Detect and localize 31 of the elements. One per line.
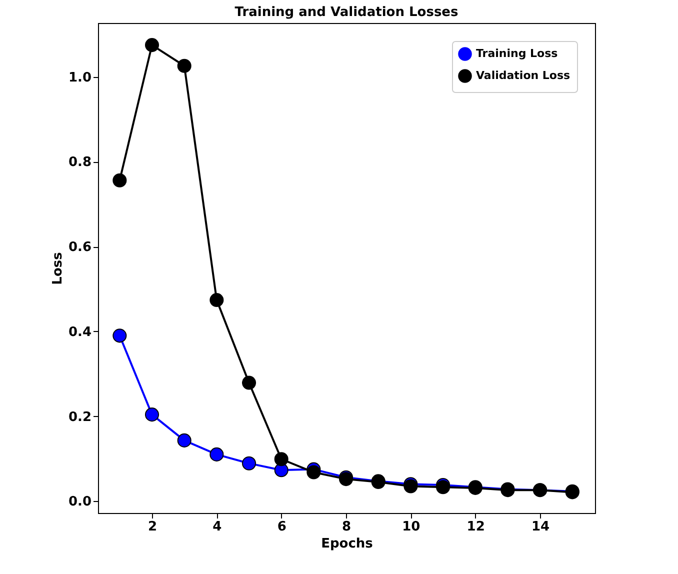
y-tick-label: 0.4 xyxy=(68,324,92,340)
chart-title: Training and Validation Losses xyxy=(234,5,458,20)
y-tick-label: 0.6 xyxy=(68,240,92,256)
point xyxy=(274,452,288,466)
point xyxy=(210,293,224,308)
x-tick-label: 12 xyxy=(466,520,485,534)
x-tick-label: 14 xyxy=(531,520,550,534)
x-tick-label: 8 xyxy=(342,520,352,534)
legend-label: Training Loss xyxy=(476,47,558,60)
point xyxy=(144,38,160,52)
point xyxy=(144,408,160,422)
point xyxy=(242,376,256,390)
x-tick-label: 6 xyxy=(277,520,286,534)
point xyxy=(306,465,321,480)
x-tick-label: 10 xyxy=(402,520,420,534)
point xyxy=(242,456,256,470)
y-tick-label: 0.2 xyxy=(68,410,92,425)
point xyxy=(177,58,192,73)
point xyxy=(112,173,127,188)
point xyxy=(210,447,224,462)
y-tick-label: 0.0 xyxy=(68,494,92,510)
point xyxy=(436,480,450,494)
x-tick-label: 4 xyxy=(212,520,222,534)
y-tick-label: 0.8 xyxy=(68,155,92,170)
y-tick-label: 1.0 xyxy=(68,70,92,86)
x-tick-label: 2 xyxy=(148,520,158,534)
x-axis-title: Epochs xyxy=(321,536,374,552)
y-axis-title: Loss xyxy=(50,252,66,285)
legend-label: Validation Loss xyxy=(476,69,571,82)
point xyxy=(112,328,127,343)
point xyxy=(177,433,192,448)
